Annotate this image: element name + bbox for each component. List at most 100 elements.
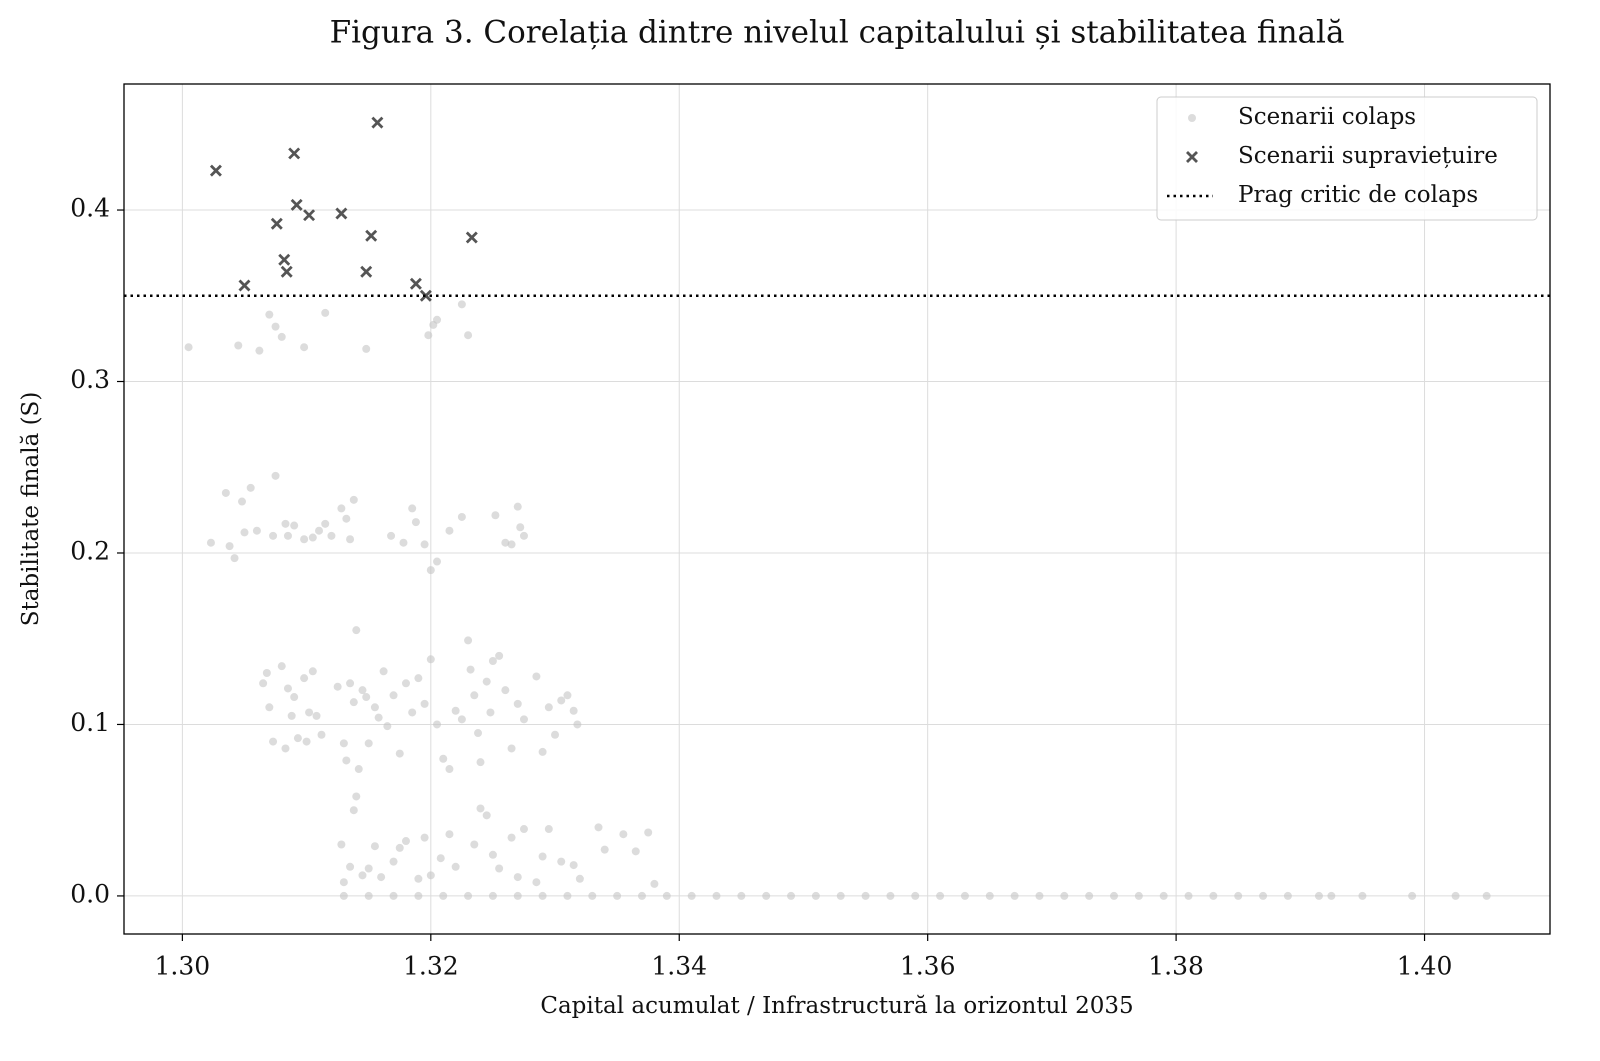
- point: [1035, 891, 1044, 900]
- point: [278, 253, 291, 266]
- point: [290, 198, 303, 211]
- point: [238, 497, 247, 506]
- point: [277, 662, 286, 671]
- point: [414, 874, 423, 883]
- point: [544, 825, 553, 834]
- point: [476, 758, 485, 767]
- point: [1134, 891, 1143, 900]
- point: [439, 754, 448, 763]
- point: [557, 857, 566, 866]
- point: [346, 679, 355, 688]
- point: [342, 514, 351, 523]
- point: [482, 677, 491, 686]
- point: [762, 891, 771, 900]
- point: [573, 720, 582, 729]
- point: [370, 842, 379, 851]
- point: [1110, 891, 1119, 900]
- point: [985, 891, 994, 900]
- point: [474, 729, 483, 738]
- point: [451, 862, 460, 871]
- point: [317, 730, 326, 739]
- point: [886, 891, 895, 900]
- point: [507, 540, 516, 549]
- point: [312, 711, 321, 720]
- point: [420, 833, 429, 842]
- legend: Scenarii colaps Scenarii supraviețuire Pra…: [1156, 96, 1538, 221]
- point: [936, 891, 945, 900]
- plot-frame: [123, 83, 1551, 935]
- point: [389, 891, 398, 900]
- point: [370, 703, 379, 712]
- point: [426, 871, 435, 880]
- point: [1010, 891, 1019, 900]
- point: [225, 542, 234, 551]
- point: [270, 217, 283, 230]
- y-axis-label: Stabilitate finală (S): [18, 392, 44, 627]
- point: [1184, 891, 1193, 900]
- point: [337, 840, 346, 849]
- point: [358, 686, 367, 695]
- point: [408, 504, 417, 513]
- point: [377, 873, 386, 882]
- point: [419, 289, 432, 302]
- point: [1314, 891, 1323, 900]
- point: [337, 504, 346, 513]
- point: [433, 720, 442, 729]
- point: [538, 852, 547, 861]
- point: [395, 749, 404, 758]
- point: [414, 674, 423, 683]
- point: [712, 891, 721, 900]
- point: [362, 344, 371, 353]
- point: [346, 862, 355, 871]
- point: [465, 231, 478, 244]
- point: [364, 864, 373, 873]
- point: [644, 828, 653, 837]
- point: [1085, 891, 1094, 900]
- point: [513, 873, 522, 882]
- point: [383, 722, 392, 731]
- point: [1327, 891, 1336, 900]
- point: [252, 526, 261, 535]
- point: [466, 665, 475, 674]
- point: [277, 332, 286, 341]
- point: [619, 830, 628, 839]
- point: [911, 891, 920, 900]
- point: [637, 891, 646, 900]
- point: [464, 331, 473, 340]
- point: [420, 699, 429, 708]
- point: [221, 488, 230, 497]
- legend-label: Scenarii colaps: [1238, 104, 1416, 130]
- point: [470, 691, 479, 700]
- point: [335, 207, 348, 220]
- point: [321, 519, 330, 528]
- point: [283, 684, 292, 693]
- point: [349, 495, 358, 504]
- point: [569, 861, 578, 870]
- point: [280, 265, 293, 278]
- point: [269, 531, 278, 540]
- point: [687, 891, 696, 900]
- point: [269, 737, 278, 746]
- point: [349, 806, 358, 815]
- point: [364, 891, 373, 900]
- point: [1358, 891, 1367, 900]
- y-tick-label: 0.1: [70, 708, 110, 737]
- point: [300, 674, 309, 683]
- x-tick-label: 1.34: [651, 952, 707, 981]
- point: [374, 713, 383, 722]
- x-axis-label: Capital acumulat / Infrastructură la ori…: [540, 993, 1133, 1019]
- legend-marker: [1186, 151, 1198, 163]
- point: [507, 833, 516, 842]
- point: [358, 871, 367, 880]
- point: [613, 891, 622, 900]
- point: [495, 864, 504, 873]
- point: [409, 277, 422, 290]
- x-tick-label: 1.38: [1148, 952, 1204, 981]
- chart-title: Figura 3. Corelația dintre nivelul capit…: [330, 15, 1345, 51]
- point: [457, 715, 466, 724]
- y-tick-label: 0.3: [70, 365, 110, 394]
- point: [308, 533, 317, 542]
- point: [281, 519, 290, 528]
- point: [234, 341, 243, 350]
